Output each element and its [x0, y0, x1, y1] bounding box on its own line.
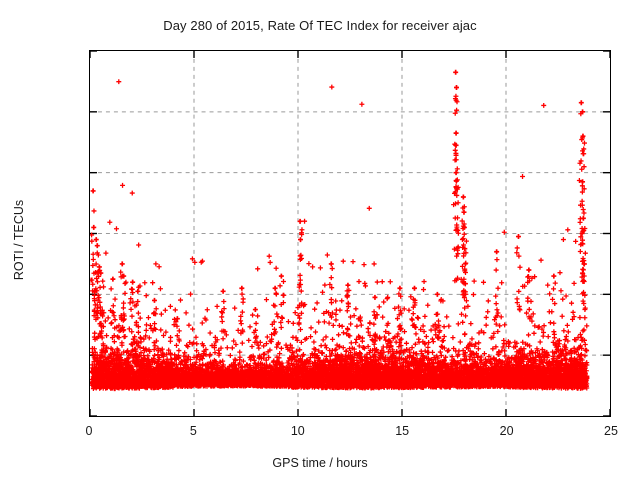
x-tick-label: 0 — [85, 424, 93, 438]
x-tick-label: 5 — [189, 424, 197, 438]
x-axis-label: GPS time / hours — [272, 456, 368, 470]
chart-title: Day 280 of 2015, Rate Of TEC Index for r… — [163, 18, 477, 33]
plot-area — [89, 50, 611, 417]
y-axis-label: ROTI / TECUs — [12, 199, 26, 281]
x-tick-label: 25 — [604, 424, 618, 438]
scatter-data-points — [90, 69, 590, 392]
x-tick-label: 10 — [290, 424, 305, 438]
x-tick-label: 15 — [395, 424, 410, 438]
x-tick-label: 20 — [499, 424, 514, 438]
